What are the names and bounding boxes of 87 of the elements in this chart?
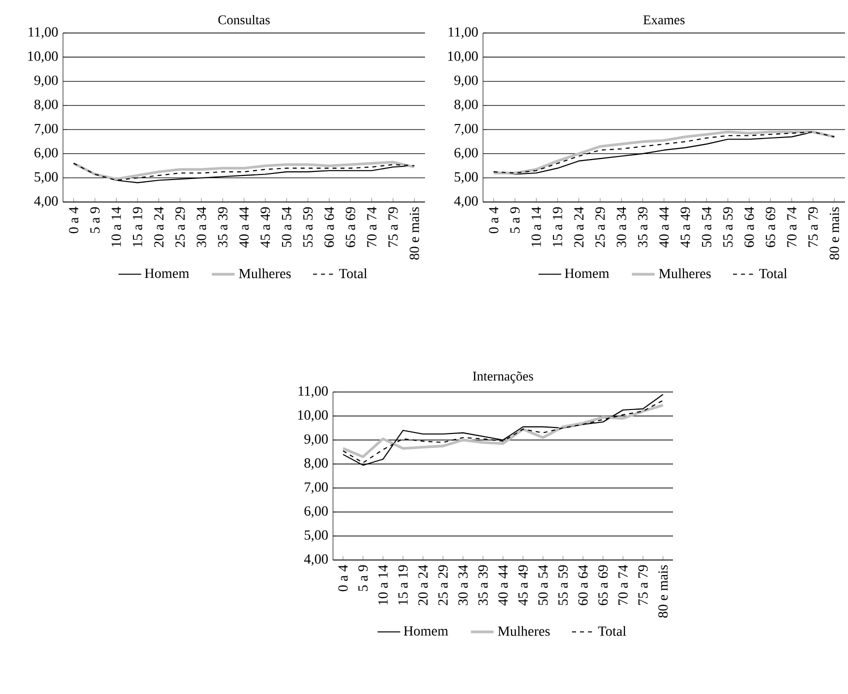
x-tick-label: 5 a 9 [358, 565, 368, 591]
x-tick-label: 80 e mais [830, 207, 840, 260]
x-tick-label: 45 a 49 [518, 565, 528, 606]
x-tick-label: 10 a 14 [378, 564, 388, 605]
x-tick-label: 25 a 29 [595, 207, 605, 248]
x-tick-label: 45 a 49 [260, 207, 270, 248]
x-tick-label: 0 a 4 [338, 564, 348, 592]
x-tick-label: 65 a 69 [766, 207, 776, 248]
y-tick-label: 4,00 [304, 554, 328, 566]
y-tick-label: 5,00 [304, 530, 328, 542]
x-tick-label: 15 a 19 [132, 207, 142, 247]
legend-label: Homem [144, 268, 190, 278]
y-tick-label: 5,00 [34, 172, 58, 184]
y-tick-label: 7,00 [454, 124, 478, 136]
x-tick-label: 5 a 9 [90, 207, 100, 233]
x-tick-label: 30 a 34 [616, 206, 626, 248]
x-tick-label: 0 a 4 [488, 206, 498, 234]
legend-label: Homem [404, 626, 448, 636]
x-tick-label: 0 a 4 [68, 206, 78, 234]
y-tick-label: 8,00 [34, 100, 58, 112]
x-tick-label: 65 a 69 [598, 565, 608, 606]
x-tick-label: 75 a 79 [388, 207, 398, 247]
x-tick-label: 40 a 44 [498, 564, 508, 606]
x-tick-label: 50 a 54 [282, 206, 292, 247]
y-tick-label: 11,00 [298, 386, 328, 398]
x-tick-label: 45 a 49 [680, 207, 690, 248]
x-tick-label: 75 a 79 [638, 565, 648, 605]
x-tick-label: 60 a 64 [744, 206, 754, 248]
x-tick-label: 10 a 14 [532, 206, 541, 247]
chart-title: Consultas [218, 14, 270, 24]
x-tick-label: 60 a 64 [324, 206, 334, 248]
x-tick-label: 15 a 19 [398, 565, 408, 605]
y-tick-label: 4,00 [34, 196, 58, 208]
y-tick-label: 10,00 [448, 51, 478, 63]
x-tick-label: 55 a 59 [558, 565, 568, 605]
y-tick-label: 8,00 [454, 100, 478, 112]
legend-label: Total [759, 268, 788, 278]
x-tick-label: 10 a 14 [112, 206, 121, 247]
y-tick-label: 4,00 [454, 196, 478, 208]
x-tick-label: 20 a 24 [574, 206, 584, 248]
x-tick-label: 35 a 39 [478, 565, 488, 606]
y-tick-label: 9,00 [454, 76, 478, 87]
y-tick-label: 11,00 [28, 27, 58, 39]
x-tick-label: 80 e mais [410, 207, 420, 260]
y-tick-label: 7,00 [34, 124, 58, 136]
x-tick-label: 40 a 44 [239, 206, 249, 248]
x-tick-label: 75 a 79 [808, 207, 818, 247]
x-tick-label: 55 a 59 [303, 207, 313, 247]
x-tick-label: 25 a 29 [438, 565, 448, 606]
x-tick-label: 35 a 39 [638, 207, 648, 248]
x-tick-label: 25 a 29 [175, 207, 185, 248]
x-tick-label: 70 a 74 [787, 206, 796, 247]
y-tick-label: 9,00 [34, 76, 58, 87]
x-tick-label: 5 a 9 [510, 207, 520, 233]
y-tick-label: 9,00 [304, 434, 328, 446]
x-tick-label: 30 a 34 [458, 564, 468, 606]
y-tick-label: 5,00 [454, 172, 478, 184]
legend-label: Total [598, 626, 626, 636]
x-tick-label: 80 e mais [658, 565, 668, 618]
x-tick-label: 50 a 54 [702, 206, 712, 247]
x-tick-label: 35 a 39 [218, 207, 228, 248]
chart-title: Internações [472, 372, 534, 384]
legend-label: Total [339, 268, 368, 278]
x-tick-label: 70 a 74 [618, 564, 628, 605]
chart-title: Exames [643, 15, 685, 24]
x-tick-label: 30 a 34 [196, 206, 206, 248]
x-tick-label: 50 a 54 [538, 564, 548, 605]
y-tick-label: 8,00 [304, 458, 328, 470]
y-tick-label: 10,00 [298, 410, 328, 422]
y-tick-label: 6,00 [304, 506, 328, 518]
legend-label: Mulheres [658, 268, 711, 278]
y-tick-label: 6,00 [454, 148, 478, 160]
x-tick-label: 70 a 74 [367, 206, 376, 247]
y-tick-label: 11,00 [448, 27, 478, 39]
x-tick-label: 60 a 64 [578, 564, 588, 606]
x-tick-label: 55 a 59 [723, 207, 733, 247]
y-tick-label: 10,00 [28, 51, 58, 63]
x-tick-label: 65 a 69 [346, 207, 356, 248]
x-tick-label: 20 a 24 [154, 206, 164, 248]
x-tick-label: 40 a 44 [659, 206, 669, 248]
y-tick-label: 7,00 [304, 482, 328, 494]
x-tick-label: 15 a 19 [552, 207, 562, 247]
legend-label: Mulheres [238, 268, 291, 278]
legend-label: Mulheres [498, 626, 550, 636]
x-tick-label: 20 a 24 [418, 564, 428, 606]
y-tick-label: 6,00 [34, 148, 58, 160]
legend-label: Homem [564, 268, 610, 278]
